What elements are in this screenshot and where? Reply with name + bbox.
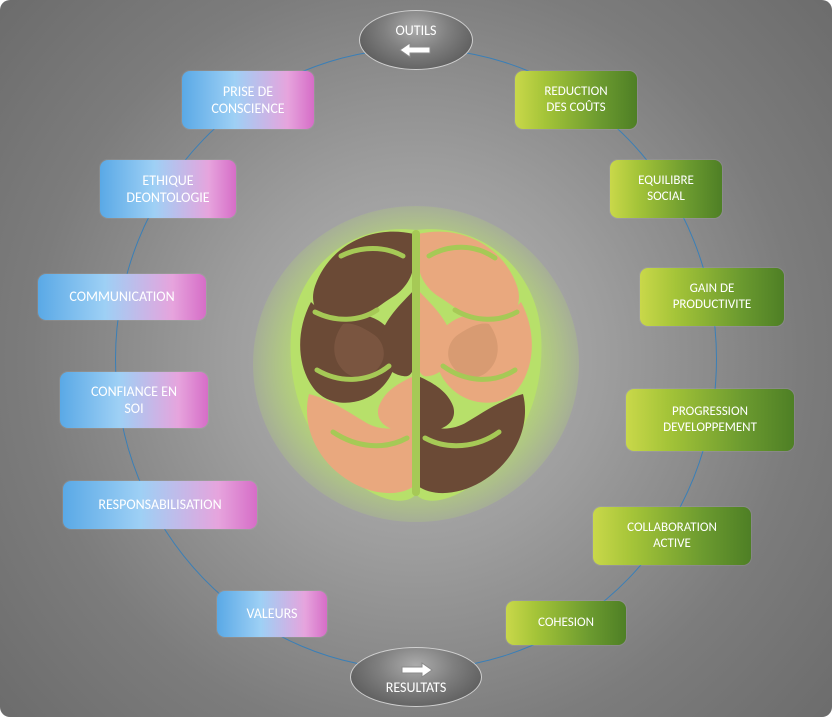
node-valeurs: VALEURS (217, 591, 327, 637)
node-responsabilisation: RESPONSABILISATION (63, 481, 257, 529)
node-collaboration-active: COLLABORATION ACTIVE (593, 507, 751, 565)
node-communication: COMMUNICATION (38, 274, 206, 320)
hub-label: OUTILS (396, 22, 437, 39)
node-gain-de-productivite: GAIN DE PRODUCTIVITE (640, 268, 784, 326)
node-equilibre-social: EQUILIBRE SOCIAL (610, 160, 722, 218)
hub-outils: OUTILS (359, 10, 473, 70)
node-reduction-des-couts: REDUCTION DES COÛTS (515, 71, 637, 129)
brain-illustration (251, 194, 581, 524)
diagram-canvas: OUTILS RESULTATS PRISE DE CONSCIENCE ETHI… (0, 0, 832, 717)
node-progression-developpement: PROGRESSION DEVELOPPEMENT (626, 389, 794, 451)
arrow-left-icon (398, 41, 434, 59)
node-confiance-en-soi: CONFIANCE EN SOI (60, 372, 208, 428)
node-prise-de-conscience: PRISE DE CONSCIENCE (182, 71, 314, 129)
node-cohesion: COHESION (506, 601, 626, 645)
arrow-right-icon (398, 661, 434, 679)
node-ethique-deontologie: ETHIQUE DEONTOLOGIE (100, 160, 236, 218)
hub-resultats: RESULTATS (350, 647, 482, 707)
hub-label: RESULTATS (386, 679, 447, 696)
